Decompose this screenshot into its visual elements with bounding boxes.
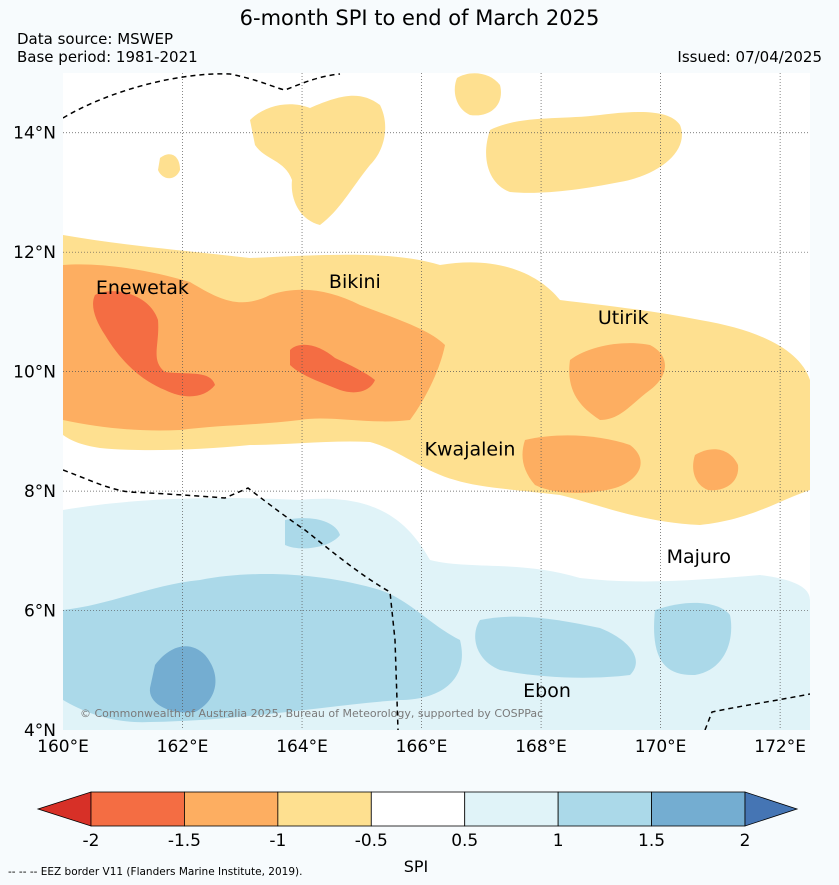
copyright-notice: © Commonwealth of Australia 2025, Bureau… — [80, 707, 543, 720]
dry-field-north-3 — [454, 73, 501, 116]
colorbar-tick-label: 0.5 — [451, 831, 478, 851]
place-label: Utirik — [598, 307, 649, 329]
colorbar-tick-label: 1.5 — [638, 831, 665, 851]
lon-tick-label: 172°E — [754, 737, 806, 757]
place-label: Ebon — [523, 680, 571, 702]
lon-tick-label: 162°E — [157, 737, 209, 757]
dry-field-medium-4 — [693, 449, 739, 491]
lat-tick-label: 14°N — [13, 124, 56, 144]
lat-tick-label: 12°N — [13, 243, 56, 263]
eez-border-southeast — [704, 693, 810, 730]
lat-tick-label: 10°N — [13, 363, 56, 383]
colorbar-tick-label: 2 — [740, 831, 751, 851]
base-period: Base period: 1981-2021 — [17, 48, 198, 66]
lat-tick-label: 8°N — [24, 482, 56, 502]
colorbar-segment — [277, 791, 372, 827]
colorbar-tick-label: -2 — [83, 831, 100, 851]
colorbar: -2 -1.5 -1 -0.5 0.5 1 1.5 2 — [36, 791, 799, 851]
colorbar-segment — [90, 791, 185, 827]
colorbar-extend-high — [744, 791, 799, 827]
data-source: Data source: MSWEP — [17, 30, 174, 48]
colorbar-tick-label: -1 — [269, 831, 286, 851]
colorbar-segment — [651, 791, 746, 827]
lon-tick-label: 166°E — [396, 737, 448, 757]
lon-tick-label: 164°E — [276, 737, 328, 757]
colorbar-tick-label: -1.5 — [168, 831, 201, 851]
lon-tick-label: 168°E — [515, 737, 567, 757]
colorbar-segment — [557, 791, 652, 827]
place-labels: Enewetak Bikini Utirik Kwajalein Majuro Ebon — [96, 271, 731, 702]
axis-tick-labels: 160°E 162°E 164°E 166°E 168°E 170°E 172°E 4°N 6°… — [13, 124, 806, 757]
eez-border-north — [63, 73, 341, 119]
dry-field-medium-3 — [522, 435, 641, 493]
colorbar-tick-label: 1 — [553, 831, 564, 851]
dry-field-north-1 — [250, 95, 386, 225]
lat-tick-label: 6°N — [24, 602, 56, 622]
spi-fields — [63, 73, 810, 730]
issued-date: Issued: 07/04/2025 — [677, 48, 822, 66]
colorbar-extend-low — [36, 791, 92, 827]
colorbar-segment — [370, 791, 466, 827]
colorbar-tick-label: -0.5 — [355, 831, 388, 851]
lon-tick-label: 170°E — [635, 737, 687, 757]
dry-field-north-4 — [158, 154, 180, 179]
eez-borders — [63, 73, 810, 730]
map-title: 6-month SPI to end of March 2025 — [239, 6, 600, 30]
dry-field-north-2 — [486, 112, 682, 193]
eez-border-south — [63, 469, 399, 730]
dry-field-strong — [93, 291, 215, 397]
place-label: Enewetak — [96, 277, 189, 299]
colorbar-segment — [184, 791, 279, 827]
lat-tick-label: 4°N — [24, 721, 56, 741]
place-label: Kwajalein — [425, 438, 516, 460]
colorbar-label: SPI — [404, 857, 429, 876]
place-label: Bikini — [329, 271, 381, 293]
wet-field-medium-2 — [475, 616, 636, 678]
dry-field-strong-2 — [290, 344, 375, 393]
place-label: Majuro — [667, 546, 731, 568]
dry-field-medium-2 — [569, 343, 665, 420]
colorbar-segment — [464, 791, 559, 827]
lon-tick-label: 160°E — [37, 737, 89, 757]
eez-credit: -- -- -- EEZ border V11 (Flanders Marine… — [8, 866, 303, 878]
wet-field-medium-3 — [654, 602, 732, 676]
